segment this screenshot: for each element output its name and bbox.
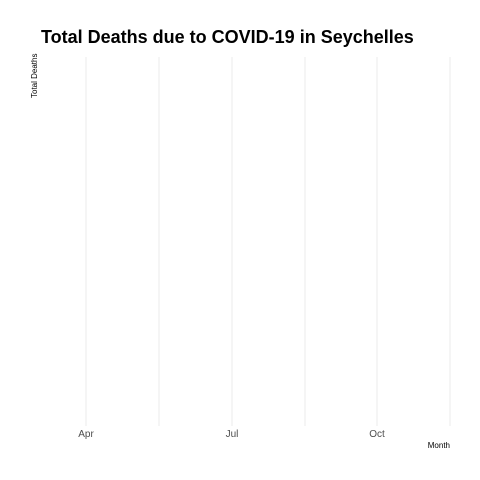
x-tick-label: Apr <box>78 429 94 440</box>
y-axis-label: Total Deaths <box>30 54 39 98</box>
x-tick-label: Jul <box>226 429 239 440</box>
x-axis-label: Month <box>428 441 450 450</box>
x-axis-ticks: Apr Jul Oct <box>78 429 385 440</box>
chart-title: Total Deaths due to COVID-19 in Seychell… <box>41 27 414 47</box>
x-tick-label: Oct <box>369 429 385 440</box>
grid <box>85 57 451 426</box>
